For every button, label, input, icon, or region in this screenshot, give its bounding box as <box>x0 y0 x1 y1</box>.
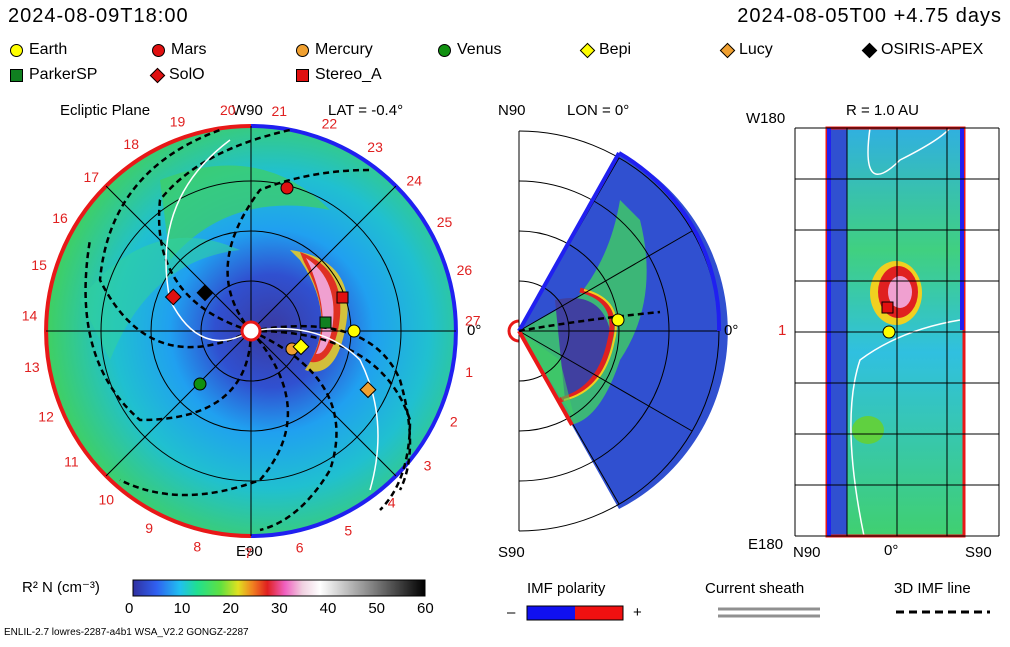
ecliptic-tick-label: 12 <box>38 409 54 425</box>
colorbar-ticks: 0 10 20 30 40 50 60 <box>0 600 1010 620</box>
ecliptic-tick-label: 15 <box>31 257 47 273</box>
earth-marker-icon <box>882 325 896 339</box>
ecliptic-plane-plot: 20 21222324252627123456789101112131415161… <box>22 102 481 561</box>
ecliptic-tick-label: 9 <box>145 520 153 536</box>
panel3-top-left: W180 <box>746 110 786 127</box>
venus-marker-icon <box>193 377 207 391</box>
legend-parkersp: ParkerSP <box>10 66 97 84</box>
imf-minus: – <box>507 604 516 621</box>
ecliptic-tick-label: 23 <box>367 139 383 155</box>
legend-mars: Mars <box>152 41 207 59</box>
stereoa-marker-icon <box>881 301 894 314</box>
colorbar-tick-label: 20 <box>222 600 240 617</box>
panel1-title: Ecliptic Plane <box>60 102 151 119</box>
legend-venus: Venus <box>438 41 501 59</box>
parkersp-marker-icon <box>319 316 332 329</box>
lucy-marker-icon <box>359 381 377 399</box>
legend-osiris: OSIRIS-APEX <box>861 41 983 59</box>
ecliptic-tick-label: 16 <box>52 210 68 226</box>
imf-line-title: 3D IMF line <box>894 580 971 597</box>
panel2-bottom-label: S90 <box>498 544 525 561</box>
legend-earth: Earth <box>10 41 67 59</box>
left-timestamp: 2024-08-09T18:00 <box>8 5 189 27</box>
ecliptic-tick-label: 4 <box>388 495 396 511</box>
ecliptic-tick-label: 2 <box>450 413 458 429</box>
imf-polarity-title: IMF polarity <box>527 580 606 597</box>
ecliptic-tick-label: 13 <box>24 359 40 375</box>
panel3-r-label: R = 1.0 AU <box>846 102 919 119</box>
panel3-left-mid: 1 <box>778 322 787 339</box>
current-sheath-title: Current sheath <box>705 580 805 597</box>
earth-marker-icon <box>10 43 23 57</box>
mars-marker-icon <box>280 181 294 195</box>
legend-lucy: Lucy <box>719 41 773 59</box>
colorbar-tick-label: 40 <box>319 600 337 617</box>
solo-marker-icon <box>164 288 182 306</box>
colorbar-tick-label: 30 <box>271 600 288 617</box>
colorbar-label: R² N (cm⁻³) <box>22 579 100 596</box>
panel2-right-label: 0° <box>724 322 739 339</box>
ecliptic-tick-label: 1 <box>465 364 473 380</box>
panel1-lat-label: LAT = -0.4° <box>328 102 404 119</box>
venus-marker-icon <box>438 43 451 57</box>
panel1-bottom-label: E90 <box>236 543 263 560</box>
ecliptic-tick-label: 22 <box>322 115 338 131</box>
ecliptic-tick-label: 19 <box>170 114 186 130</box>
ecliptic-tick-label: 10 <box>99 491 115 507</box>
ecliptic-tick-label: 18 <box>123 136 139 152</box>
meridional-plane-plot <box>507 130 728 532</box>
panel3-bottom-zero: 0° <box>884 542 899 559</box>
ecliptic-tick-label: 11 <box>64 454 79 470</box>
ecliptic-tick-label: 6 <box>296 540 304 556</box>
earth-marker-icon <box>347 324 361 338</box>
ecliptic-tick-label: 3 <box>424 458 432 474</box>
stereoa-marker-icon <box>296 68 309 82</box>
stereoa-marker-icon <box>336 291 349 304</box>
ecliptic-tick-label: 25 <box>437 214 453 230</box>
imf-negative-bar <box>527 606 575 620</box>
panel3-bottom-s90: S90 <box>965 544 992 561</box>
panel3-bottom-n90: N90 <box>793 544 821 561</box>
sun-icon <box>240 320 262 342</box>
density-colorbar <box>132 579 426 597</box>
bepi-marker-icon <box>292 338 310 356</box>
mars-marker-icon <box>152 43 165 57</box>
imf-plus: + <box>633 604 642 621</box>
footer-model-info: ENLIL-2.7 lowres-2287-a4b1 WSA_V2.2 GONG… <box>4 627 249 638</box>
parkersp-marker-icon <box>10 68 23 82</box>
ecliptic-tick-label: 17 <box>84 169 100 185</box>
colorbar-tick-label: 0 <box>125 600 134 617</box>
legend-stereoa: Stereo_A <box>296 66 382 84</box>
earth-marker-icon <box>611 313 625 327</box>
radial-surface-map <box>794 126 1000 538</box>
imf-positive-bar <box>575 606 623 620</box>
ecliptic-tick-label: 14 <box>22 308 38 324</box>
panel3-bottom-left: E180 <box>748 536 784 553</box>
colorbar-tick-label: 10 <box>173 600 191 617</box>
ecliptic-tick-label: 26 <box>457 262 473 278</box>
ecliptic-tick-label: 27 <box>465 313 481 329</box>
ecliptic-tick-label: 7 <box>245 545 253 561</box>
panel1-top-label: W90 <box>232 102 263 119</box>
colorbar-tick-label: 60 <box>417 600 434 617</box>
ecliptic-tick-label: 24 <box>406 173 422 189</box>
ecliptic-tick-label: 20 <box>220 102 236 118</box>
ecliptic-tick-label: 8 <box>193 538 201 554</box>
mercury-marker-icon <box>296 43 309 57</box>
colorbar-tick-label: 50 <box>368 600 386 617</box>
panel1-right-label: 0° <box>467 322 482 339</box>
osiris-marker-icon <box>196 284 214 302</box>
ecliptic-tick-label: 21 <box>272 103 288 119</box>
panel2-top-label: N90 <box>498 102 526 119</box>
right-timestamp: 2024-08-05T00 +4.75 days <box>737 5 1002 27</box>
legend-solo: SolO <box>149 66 205 84</box>
panel2-lon-label: LON = 0° <box>567 102 630 119</box>
ecliptic-tick-label: 5 <box>344 523 352 539</box>
legend-bepi: Bepi <box>579 41 631 59</box>
legend-mercury: Mercury <box>296 41 373 59</box>
